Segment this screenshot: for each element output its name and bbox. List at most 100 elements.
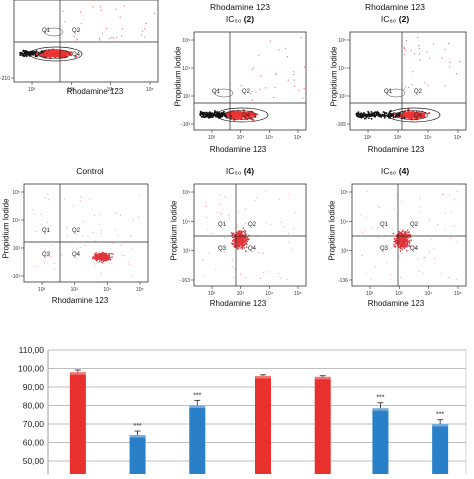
panel-title: Control: [76, 166, 104, 176]
event-dot: [144, 36, 146, 38]
event-dot: [89, 198, 91, 200]
event-dot: [84, 245, 86, 247]
event-dot: [458, 61, 461, 63]
event-dot: [304, 66, 306, 68]
flow-plot: Q1 Q2 Q3 Q4 10² 10³ 10⁴ 10⁵ 10⁵ 10⁴ 10³ -136: [338, 183, 467, 297]
x-tick-label: 10²: [38, 287, 46, 293]
event-dot: [113, 37, 115, 39]
event-dot: [244, 250, 247, 252]
y-tick-label: 10⁵: [182, 190, 190, 196]
quadrant-label: Q1: [42, 28, 51, 34]
event-dot: [57, 55, 61, 58]
event-dot: [419, 206, 421, 208]
event-dot: [365, 273, 367, 275]
event-dot: [240, 274, 242, 275]
event-dot: [105, 252, 108, 255]
event-dot: [205, 206, 207, 208]
event-dot: [243, 246, 245, 248]
event-dot: [238, 240, 240, 242]
event-dot: [252, 118, 255, 122]
panel-title: Rhodamine 123: [364, 2, 425, 12]
event-dot: [403, 88, 405, 90]
event-dot: [82, 220, 84, 222]
event-dot: [32, 208, 34, 210]
flow-panel-6: IC₈₀ (4) Q1 Q2 Q3 Q4 10² 10³ 10⁴ 10⁵ 10⁵ 10⁴ 10³ -1…: [316, 162, 474, 320]
x-tick-label: 10³: [395, 291, 403, 297]
event-dot: [93, 214, 95, 216]
x-axis-label: Rhodamine 123: [367, 299, 425, 308]
event-dot: [454, 225, 455, 227]
plot-frame: [351, 183, 467, 287]
plot-frame: [193, 31, 307, 131]
event-dot: [379, 113, 381, 116]
event-dot: [217, 212, 219, 214]
event-dot: [417, 36, 419, 39]
event-dot: [403, 231, 405, 233]
event-dot: [66, 226, 68, 228]
event-dot: [408, 241, 410, 243]
event-dot: [114, 229, 116, 231]
x-tick-label: 10⁵: [136, 287, 144, 293]
quadrant-label: Q4: [242, 113, 251, 119]
event-dot: [456, 190, 458, 192]
event-dot: [246, 251, 248, 253]
event-dot: [232, 236, 234, 239]
event-dot: [211, 116, 214, 118]
panel-subtitle: IC₈₀ (4): [380, 166, 410, 176]
event-dot: [281, 221, 282, 223]
event-dot: [291, 249, 293, 251]
event-dot: [408, 231, 410, 233]
event-dot: [363, 113, 365, 116]
quadrant-label: Q2: [72, 28, 81, 34]
y-tick-label: 10⁴: [338, 66, 346, 72]
quadrant-label: Q2: [242, 89, 251, 95]
event-dot: [200, 115, 203, 118]
event-dot: [444, 49, 446, 51]
event-dot: [237, 247, 239, 249]
flow-panel-2: Rhodamine 123 IC₅₀ (2) Q1 Q2 Q4 10² 10³ 10⁴ 10…: [158, 0, 318, 165]
y-tick-label: 110,00: [19, 345, 45, 355]
x-tick-label: 10⁵: [146, 87, 154, 93]
event-dot: [41, 52, 44, 55]
event-dot: [94, 256, 97, 259]
event-dot: [232, 266, 234, 268]
event-dot: [242, 236, 245, 238]
event-dot: [365, 115, 367, 117]
significance-label: ***: [436, 412, 444, 419]
event-dot: [400, 241, 403, 243]
event-dot: [99, 213, 101, 215]
event-dot: [364, 229, 366, 231]
event-dot: [283, 226, 285, 228]
contour-line: [44, 27, 64, 37]
event-dot: [144, 28, 146, 30]
event-dot: [406, 40, 408, 42]
event-dot: [395, 240, 397, 243]
event-dot: [292, 71, 294, 73]
event-dot: [277, 273, 279, 274]
quadrant-label: Q1: [218, 222, 227, 228]
y-tick-label: 60,00: [23, 438, 45, 448]
event-dot: [410, 239, 412, 241]
event-dot: [203, 116, 205, 119]
x-tick-label: 10³: [394, 135, 402, 141]
event-dot: [242, 244, 244, 247]
event-dot: [433, 258, 435, 260]
event-dot: [286, 56, 288, 58]
event-dot: [105, 257, 108, 259]
event-dot: [100, 256, 103, 259]
event-dot: [34, 266, 36, 268]
event-dot: [424, 82, 426, 84]
event-dot: [396, 114, 399, 116]
event-dot: [416, 115, 420, 118]
plot-frame: [349, 31, 467, 131]
event-dot: [414, 226, 416, 228]
event-dot: [19, 52, 21, 54]
x-tick-label: 10³: [67, 87, 75, 93]
event-dot: [429, 219, 431, 221]
event-dot: [240, 246, 243, 249]
flow-plot: Q1 Q2 Q4 10² 10³ 10⁴ 10⁵ -210: [0, 0, 159, 93]
event-dot: [361, 113, 364, 116]
event-dot: [101, 255, 103, 257]
contour-line: [214, 88, 234, 98]
event-dot: [364, 117, 366, 120]
